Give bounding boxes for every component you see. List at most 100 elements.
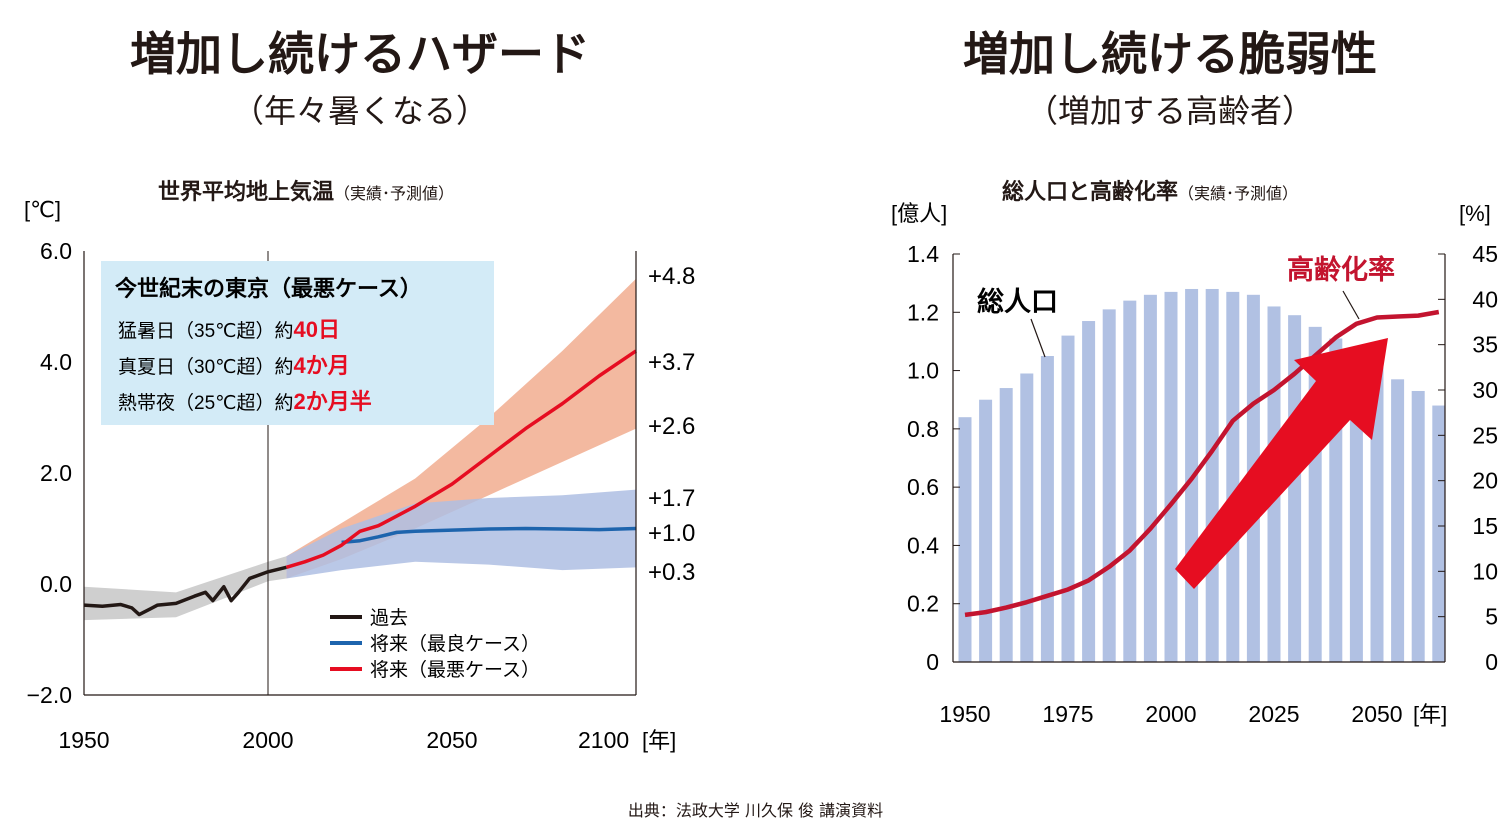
temperature-chart: −2.0 0.0 2.0 4.0 6.0 1950 2000 2050 2100 [℃] [年]… [24,197,695,753]
population-bar [1123,300,1137,662]
info-box-row-value: 40日 [293,317,339,342]
population-unit-label: [億人] [891,201,947,226]
population-x-tick-label: 2025 [1248,701,1299,727]
population-y-tick-label: 0.8 [907,416,939,442]
aging-y-tick-label: 40 [1472,286,1498,312]
temp-x-unit-label: [年] [642,728,676,753]
info-box-row: 猛暑日（35℃超）約40日 [118,317,340,342]
info-box-row-value: 2か月半 [293,389,371,414]
info-box-row-label: 真夏日（30℃超）約 [118,356,293,378]
population-y-tick-label: 1.4 [907,241,939,267]
population-y-tick-label: 1.2 [907,299,939,325]
temp-annotation-label: +4.8 [648,263,695,290]
temp-annotation-label: +3.7 [648,349,695,376]
info-box-row: 真夏日（30℃超）約4か月 [118,353,350,378]
line-series-label-leader [1342,290,1360,320]
population-bar [1061,335,1075,662]
past-temperature-line [83,565,287,617]
aging-y-tick-label: 35 [1472,332,1498,358]
population-y-tick-label: 0.2 [907,591,939,617]
population-bar [1040,356,1054,662]
population-x-tick-label: 1975 [1042,701,1093,727]
right-chart-title: 総人口と高齢化率（実績･予測値） [1002,174,1298,206]
info-box-title: 今世紀末の東京（最悪ケース） [115,276,422,301]
population-x-unit-label: [年] [1413,702,1447,727]
temp-y-tick-label: 0.0 [40,571,72,597]
info-box-row-value: 4か月 [293,353,349,378]
left-chart-title-text: 世界平均地上気温 [158,180,335,205]
info-box-row: 熱帯夜（25℃超）約2か月半 [118,389,372,414]
right-subheading: （増加する高齢者） [1025,92,1314,130]
temp-y-tick-label: 4.0 [40,349,72,375]
bar-series-label-leader [1030,318,1046,358]
population-bar [1082,321,1096,662]
population-bar [1349,353,1363,662]
population-y-tick-label: 0.4 [907,532,939,558]
aging-y-tick-label: 45 [1472,241,1498,267]
worst-case-uncertainty-band [286,278,636,579]
population-bar [1288,315,1302,662]
left-subheading: （年々暑くなる） [231,92,488,130]
population-bar [1432,405,1446,662]
population-y-tick-label: 1.0 [907,358,939,384]
tokyo-info-box: 今世紀末の東京（最悪ケース） 猛暑日（35℃超）約40日真夏日（30℃超）約4か… [101,261,494,425]
bar-series-label: 総人口 [977,286,1058,317]
temp-annotation-label: +1.0 [648,520,695,547]
population-x-tick-label: 2050 [1351,701,1402,727]
aging-rate-line [964,309,1440,618]
aging-y-tick-label: 5 [1485,604,1498,630]
legend-label: 過去 [370,607,408,629]
temp-x-tick-label: 1950 [58,727,109,753]
left-heading: 増加し続けるハザード [130,27,590,81]
line-series-label: 高齢化率 [1287,254,1395,285]
population-bar [1205,288,1219,662]
population-bar [979,399,993,662]
aging-y-tick-label: 25 [1472,422,1498,448]
temp-unit-label: [℃] [24,197,61,222]
aging-y-tick-label: 15 [1472,513,1498,539]
temp-x-tick-label: 2050 [426,727,477,753]
temp-y-tick-label: −2.0 [27,682,72,708]
population-bar [1102,309,1116,662]
aging-unit-label: [%] [1459,201,1491,226]
info-box-row-label: 猛暑日（35℃超）約 [118,320,293,342]
aging-y-tick-label: 0 [1485,649,1498,675]
info-box-background [101,261,494,425]
temp-x-tick-label: 2100 [578,727,629,753]
temp-annotation-label: +2.6 [648,413,695,440]
aging-y-tick-label: 20 [1472,468,1498,494]
trend-arrow [1175,338,1388,589]
temp-x-tick-label: 2000 [242,727,293,753]
left-chart-title: 世界平均地上気温（実績･予測値） [158,174,454,206]
best-case-uncertainty-band [286,489,636,579]
info-box-row-label: 熱帯夜（25℃超）約 [118,392,293,414]
population-y-tick-label: 0.6 [907,474,939,500]
population-bar [999,388,1013,662]
population-x-tick-label: 2000 [1145,701,1196,727]
worst-case-temperature-line [285,349,637,570]
population-bar [1164,291,1178,662]
source-note: 出典：法政大学 川久保 俊 講演資料 [627,801,884,820]
population-bar [1391,379,1405,662]
population-chart: 00.20.40.60.81.01.21.4051015202530354045… [891,201,1498,727]
temp-y-tick-label: 2.0 [40,460,72,486]
population-bar [1411,390,1425,662]
population-bar [958,417,972,662]
temp-y-tick-label: 6.0 [40,238,72,264]
right-chart-title-note: （実績･予測値） [1178,184,1299,203]
population-bar [1020,373,1034,662]
population-bar [1370,364,1384,662]
best-case-temperature-line [341,526,637,545]
temp-annotation-label: +0.3 [648,559,695,586]
population-bar [1226,291,1240,662]
legend-label: 将来（最良ケース） [370,633,540,655]
aging-y-tick-label: 10 [1472,558,1498,584]
population-x-tick-label: 1950 [939,701,990,727]
temp-annotation-label: +1.7 [648,485,695,512]
population-bar [1143,294,1157,662]
right-heading: 増加し続ける脆弱性 [963,27,1377,81]
past-uncertainty-band [84,556,287,621]
legend-label: 将来（最悪ケース） [370,659,540,681]
population-y-tick-label: 0 [926,649,939,675]
left-chart-title-note: （実績･予測値） [334,184,455,203]
